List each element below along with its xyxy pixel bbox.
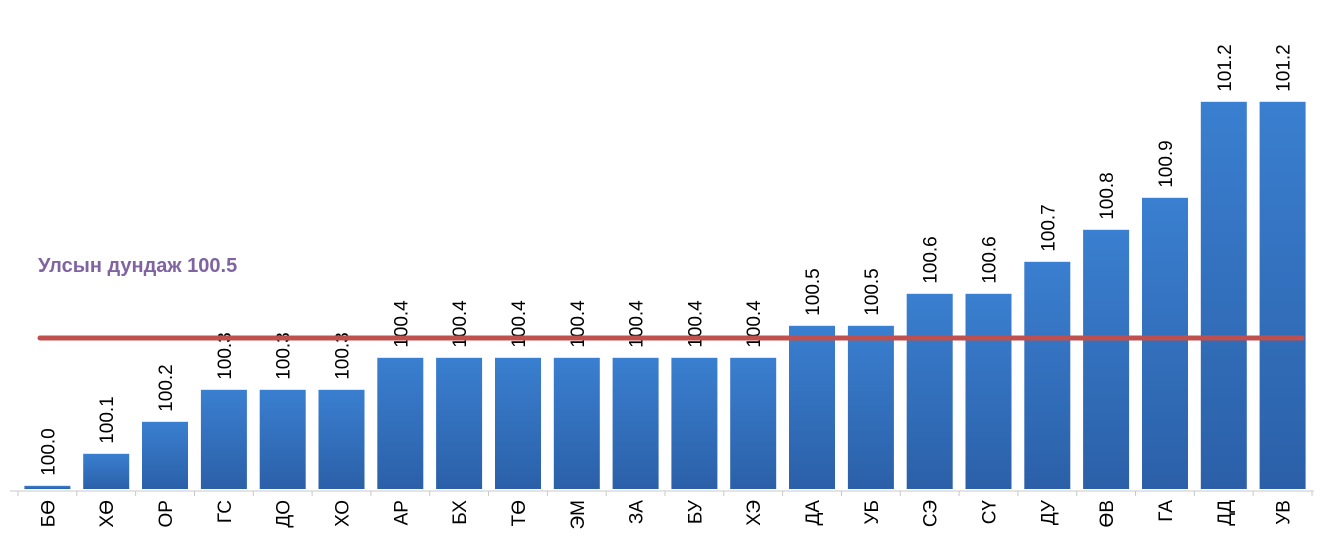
data-label: 100.5 — [803, 268, 824, 316]
bar-ДО — [259, 389, 306, 489]
bar-СҮ — [965, 293, 1012, 489]
bar-УВ — [1259, 101, 1306, 490]
category-label: БУ — [685, 499, 706, 524]
data-label: 100.4 — [509, 300, 530, 348]
data-label: 100.6 — [980, 236, 1001, 284]
data-label: 100.3 — [274, 332, 295, 380]
data-label: 100.7 — [1038, 204, 1059, 252]
category-label: ХО — [333, 500, 354, 527]
bar-ДД — [1200, 101, 1247, 490]
bar-ХО — [318, 389, 365, 489]
bar-ЭМ — [553, 357, 600, 489]
data-label: 101.2 — [1215, 44, 1236, 92]
category-label: ТӨ — [509, 500, 530, 526]
bar-ГС — [200, 389, 247, 489]
category-label: ГС — [215, 500, 236, 523]
bar-ЗА — [612, 357, 659, 489]
bar-АР — [377, 357, 424, 489]
data-label: 100.4 — [744, 300, 765, 348]
data-label: 100.4 — [568, 300, 589, 348]
data-label: 100.4 — [450, 300, 471, 348]
data-label: 100.4 — [627, 300, 648, 348]
bar-БУ — [671, 357, 718, 489]
data-label: 100.1 — [97, 396, 118, 444]
data-label: 100.6 — [921, 236, 942, 284]
data-label: 100.2 — [156, 364, 177, 412]
category-label: ГА — [1156, 500, 1177, 522]
category-label: СҮ — [980, 500, 1001, 525]
bar-БХ — [436, 357, 483, 489]
category-label: ХӨ — [97, 500, 118, 527]
data-label: 100.0 — [38, 428, 59, 476]
data-label: 100.3 — [333, 332, 354, 380]
data-label: 100.5 — [862, 268, 883, 316]
category-label: УБ — [862, 500, 883, 525]
category-label: ОР — [156, 500, 177, 527]
category-label: УВ — [1274, 500, 1295, 525]
data-label: 100.3 — [215, 332, 236, 380]
data-label: 101.2 — [1274, 44, 1295, 92]
data-label: 100.8 — [1097, 172, 1118, 220]
data-label: 100.4 — [685, 300, 706, 348]
category-label: БӨ — [38, 500, 59, 527]
category-label: БХ — [450, 500, 471, 525]
category-label: ДД — [1215, 500, 1236, 526]
average-reference-label: Улсын дундаж 100.5 — [38, 255, 237, 277]
bar-БӨ — [24, 485, 71, 489]
category-label: ДА — [803, 500, 824, 526]
category-label: ӨВ — [1097, 500, 1118, 527]
bar-ОР — [142, 421, 188, 489]
category-label: ДО — [274, 500, 295, 528]
category-label: ЗА — [627, 500, 648, 524]
bar-ӨВ — [1083, 229, 1130, 490]
category-label: ЭМ — [568, 500, 589, 529]
data-label: 100.4 — [391, 300, 412, 348]
category-label: АР — [391, 500, 412, 525]
bar-ХЭ — [730, 357, 777, 489]
bar-СЭ — [906, 293, 953, 489]
bar-ГА — [1142, 197, 1188, 490]
data-label: 100.9 — [1156, 140, 1177, 188]
bar-УБ — [847, 325, 894, 489]
bar-ДА — [789, 325, 835, 489]
category-label: ДУ — [1038, 499, 1059, 525]
category-label: ХЭ — [744, 500, 765, 526]
bar-ТӨ — [495, 357, 541, 489]
bar-ДУ — [1024, 261, 1071, 489]
category-label: СЭ — [921, 500, 942, 527]
bar-ХӨ — [83, 453, 130, 489]
